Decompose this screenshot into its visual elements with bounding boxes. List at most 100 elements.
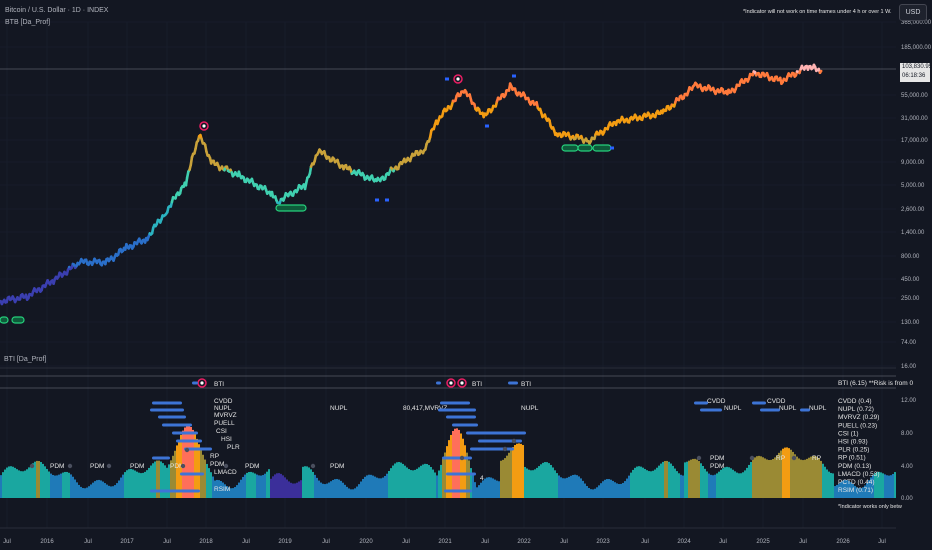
bottom-signal-pill <box>11 316 25 324</box>
indicator-value: CVDD (0.4) <box>838 398 872 405</box>
indicator-marker-label: PDM <box>245 463 259 470</box>
price-tick: 16.00 <box>901 364 917 370</box>
time-tick: Jul <box>481 539 489 545</box>
time-tick: Jul <box>878 539 886 545</box>
indicator-value-list: CVDD (0.4)NUPL (0.72)MVRVZ (0.29)PUELL (… <box>838 398 880 494</box>
indicator-marker-label: NUPL <box>809 405 827 412</box>
time-tick: Jul <box>719 539 727 545</box>
indicator-marker-label: BTI <box>472 381 482 388</box>
price-tick: 250.00 <box>901 296 920 302</box>
indicator-marker-label: RP <box>210 453 219 460</box>
price-tick: 17,000.00 <box>901 138 928 144</box>
indicator-tick: 4.00 <box>901 464 913 470</box>
price-tick: 450.00 <box>901 277 920 283</box>
bottom-signal-pill <box>577 144 593 152</box>
indicator-value: NUPL (0.72) <box>838 406 874 413</box>
time-tick: Jul <box>799 539 807 545</box>
time-tick: Jul <box>163 539 171 545</box>
bar-countdown: 06:18:36 <box>902 73 926 79</box>
bottom-note: *Indicator works only betw <box>838 504 902 510</box>
price-label: 103,830.95 06:18:36 <box>900 63 932 82</box>
risk-histogram <box>0 425 896 498</box>
time-tick: 2022 <box>517 539 531 545</box>
indicator-marker-label: LMACD <box>214 469 237 476</box>
indicator-marker-label: CVDD <box>707 398 726 405</box>
time-tick: Jul <box>560 539 568 545</box>
time-tick: 2023 <box>596 539 610 545</box>
bottom-signal-pill <box>275 204 307 212</box>
indicator-value: HSI (0.93) <box>838 439 868 446</box>
indicator-value: RP (0.51) <box>838 455 866 462</box>
indicator-marker-label: NUPL <box>521 405 539 412</box>
indicator-marker-label: RP <box>812 455 821 462</box>
indicator-marker-label: MVRVZ <box>214 412 237 419</box>
bti-summary: BTI (6.15) **Risk is from 0 <box>838 380 914 387</box>
price-tick: 9,000.00 <box>901 160 925 166</box>
timeframe-warning: *Indicator will not work on time frames … <box>743 9 892 15</box>
indicator-marker-label: PDM <box>130 463 144 470</box>
indicator-marker-label: NUPL <box>724 405 742 412</box>
indicator-value: LMACD (0.53) <box>838 471 880 478</box>
price-axis[interactable]: 365,000.00 185,000.00 55,000.00 31,000.00 17… <box>901 20 932 370</box>
time-tick: Jul <box>402 539 410 545</box>
bottom-signal-pill <box>0 316 9 324</box>
indicator-value: PCTD (0.44) <box>838 479 874 486</box>
price-tick: 130.00 <box>901 320 920 326</box>
indicator-value: MVRVZ (0.29) <box>838 414 879 421</box>
indicator-marker-label: PDM <box>210 461 224 468</box>
price-tick: 185,000.00 <box>901 45 932 51</box>
time-tick: 2019 <box>278 539 292 545</box>
bottom-signal-pill <box>561 144 579 152</box>
indicator-marker-label: PDM <box>710 463 724 470</box>
currency-button[interactable]: USD <box>899 4 927 21</box>
price-tick: 800.00 <box>901 254 920 260</box>
indicator-tick: 0.00 <box>901 496 913 502</box>
indicator-marker-label: PDM <box>90 463 104 470</box>
indicator-marker-label: HSI <box>221 436 232 443</box>
indicator-marker-label: CSI <box>216 428 227 435</box>
indicator-marker-label: PLR <box>227 444 240 451</box>
price-tick: 1,400.00 <box>901 230 925 236</box>
indicator-marker-label: PDM <box>710 455 724 462</box>
price-tick: 31,000.00 <box>901 116 928 122</box>
indicator-marker-label: NUPL <box>779 405 797 412</box>
price-tick: 365,000.00 <box>901 20 932 26</box>
indicator-value: CSI (1) <box>838 430 859 437</box>
indicator-marker-label: BTI <box>521 381 531 388</box>
time-tick: 2024 <box>677 539 691 545</box>
time-tick: 2021 <box>438 539 452 545</box>
indicator-title-bottom[interactable]: BTI [Da_Prof] <box>4 356 47 363</box>
time-tick: Jul <box>322 539 330 545</box>
time-tick: Jul <box>84 539 92 545</box>
price-tick: 5,000.00 <box>901 183 925 189</box>
symbol-title[interactable]: Bitcoin / U.S. Dollar · 1D · INDEX <box>5 7 109 14</box>
price-tick: 74.00 <box>901 340 917 346</box>
price-tick: 55,000.00 <box>901 93 928 99</box>
time-tick: Jul <box>242 539 250 545</box>
last-price: 103,830.95 <box>902 64 932 70</box>
grid-lines <box>0 21 896 528</box>
indicator-value: PUELL (0.23) <box>838 422 877 429</box>
indicator-tick: 12.00 <box>901 398 917 404</box>
top-markers <box>0 74 614 324</box>
time-axis[interactable]: Jul 2016 Jul 2017 Jul 2018 Jul 2019 Jul 2020 Jul 20… <box>0 527 896 545</box>
indicator-marker-label: PDM <box>170 463 184 470</box>
bottom-signal-pill <box>592 144 612 152</box>
indicator-tick: 8.00 <box>901 431 913 437</box>
price-series <box>0 63 823 306</box>
indicator-marker-label: BTI <box>214 381 224 388</box>
indicator-axis[interactable]: 12.00 8.00 4.00 0.00 <box>901 398 917 502</box>
indicator-marker-label: CVDD <box>214 398 233 405</box>
indicator-value: PLR (0.25) <box>838 447 869 454</box>
time-tick: 2020 <box>359 539 373 545</box>
indicator-marker-label: NUPL <box>330 405 348 412</box>
indicator-marker-label: NUPL <box>214 405 232 412</box>
time-tick: 2017 <box>120 539 134 545</box>
indicator-title-top[interactable]: BTB [Da_Prof] <box>5 19 51 26</box>
indicator-marker-label: PDM <box>50 463 64 470</box>
indicator-marker-label: PDM <box>330 463 344 470</box>
time-tick: 2018 <box>199 539 213 545</box>
time-tick: Jul <box>641 539 649 545</box>
time-tick: 2016 <box>40 539 54 545</box>
